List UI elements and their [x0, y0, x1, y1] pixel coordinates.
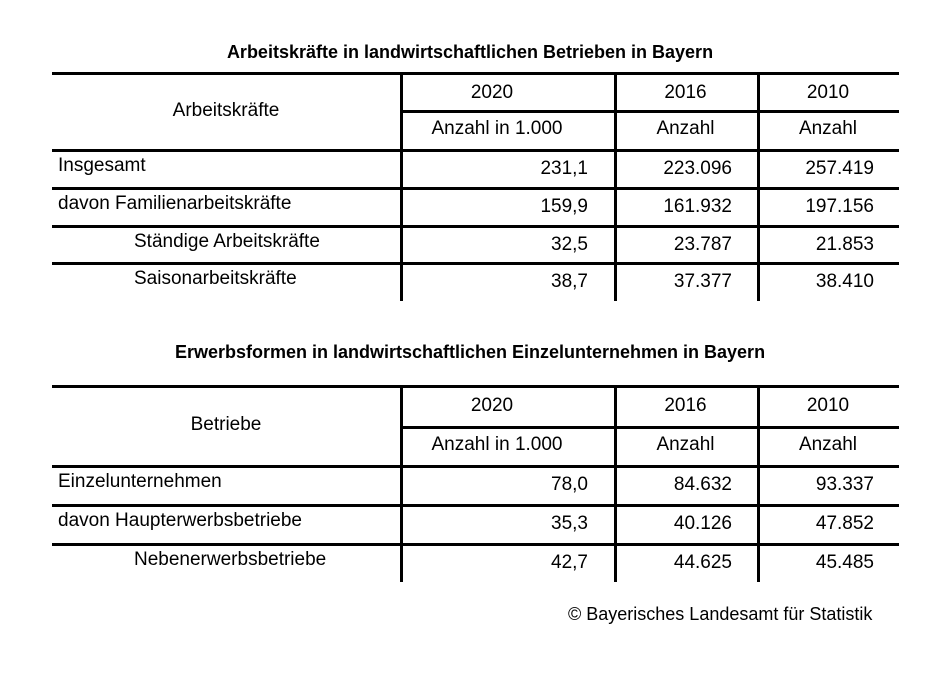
year-header: 2010 — [806, 395, 850, 416]
cell-value: 21.853 — [815, 234, 874, 255]
cell-value: 45.485 — [815, 552, 874, 573]
cell-value: 78,0 — [551, 474, 588, 495]
column-rule — [757, 72, 760, 301]
year-header: 2020 — [470, 395, 514, 416]
cell-value: 159,9 — [540, 196, 588, 217]
unit-header: Anzahl in 1.000 — [431, 118, 563, 139]
row-rule — [52, 504, 899, 507]
cell-value: 44.625 — [673, 552, 732, 573]
row-label: davon Haupterwerbsbetriebe — [58, 510, 302, 531]
cell-value: 257.419 — [805, 158, 874, 179]
cell-value: 38.410 — [815, 271, 874, 292]
unit-header: Anzahl — [656, 118, 715, 139]
year-header: 2016 — [664, 395, 707, 416]
unit-header: Anzahl — [798, 434, 858, 455]
row-label: Saisonarbeitskräfte — [134, 268, 297, 289]
column-rule — [614, 385, 617, 582]
table-title: Erwerbsformen in landwirtschaftlichen Ei… — [174, 342, 766, 362]
column-rule — [400, 385, 403, 582]
row-rule — [52, 225, 899, 228]
cell-value: 40.126 — [673, 513, 732, 534]
row-rule — [52, 187, 899, 190]
row-rule — [52, 543, 899, 546]
column-rule — [757, 385, 760, 582]
row-rule — [52, 262, 899, 265]
top-rule — [52, 385, 899, 388]
row-label: Nebenerwerbsbetriebe — [134, 549, 327, 570]
cell-value: 84.632 — [673, 474, 732, 495]
cell-value: 35,3 — [551, 513, 588, 534]
row-rule — [52, 465, 899, 468]
cell-value: 223.096 — [663, 158, 732, 179]
cell-value: 197.156 — [805, 196, 874, 217]
cell-value: 23.787 — [673, 234, 732, 255]
row-header: Arbeitskräfte — [172, 99, 280, 121]
cell-value: 93.337 — [815, 474, 874, 495]
copyright: © Bayerisches Landesamt für Statistik — [568, 604, 873, 624]
cell-value: 37.377 — [673, 271, 732, 292]
row-header: Betriebe — [190, 414, 262, 435]
cell-value: 32,5 — [551, 234, 588, 255]
header-sub-rule — [400, 426, 899, 429]
cell-value: 38,7 — [551, 271, 588, 292]
row-label: davon Familienarbeitskräfte — [58, 193, 292, 214]
column-rule — [400, 72, 403, 301]
unit-header: Anzahl — [798, 118, 858, 139]
cell-value: 161.932 — [663, 196, 732, 217]
table-title: Arbeitskräfte in landwirtschaftlichen Be… — [226, 42, 714, 62]
year-header: 2010 — [806, 82, 850, 103]
header-sub-rule — [400, 110, 899, 113]
cell-value: 47.852 — [815, 513, 874, 534]
row-label: Insgesamt — [58, 155, 146, 176]
year-header: 2020 — [470, 82, 514, 103]
row-label: Einzelunternehmen — [58, 471, 222, 492]
cell-value: 42,7 — [551, 552, 588, 573]
cell-value: 231,1 — [540, 158, 588, 179]
unit-header: Anzahl — [656, 434, 715, 455]
unit-header: Anzahl in 1.000 — [431, 434, 563, 455]
column-rule — [614, 72, 617, 301]
row-rule — [52, 149, 899, 152]
row-label: Ständige Arbeitskräfte — [134, 231, 320, 252]
year-header: 2016 — [664, 82, 707, 103]
top-rule — [52, 72, 899, 75]
